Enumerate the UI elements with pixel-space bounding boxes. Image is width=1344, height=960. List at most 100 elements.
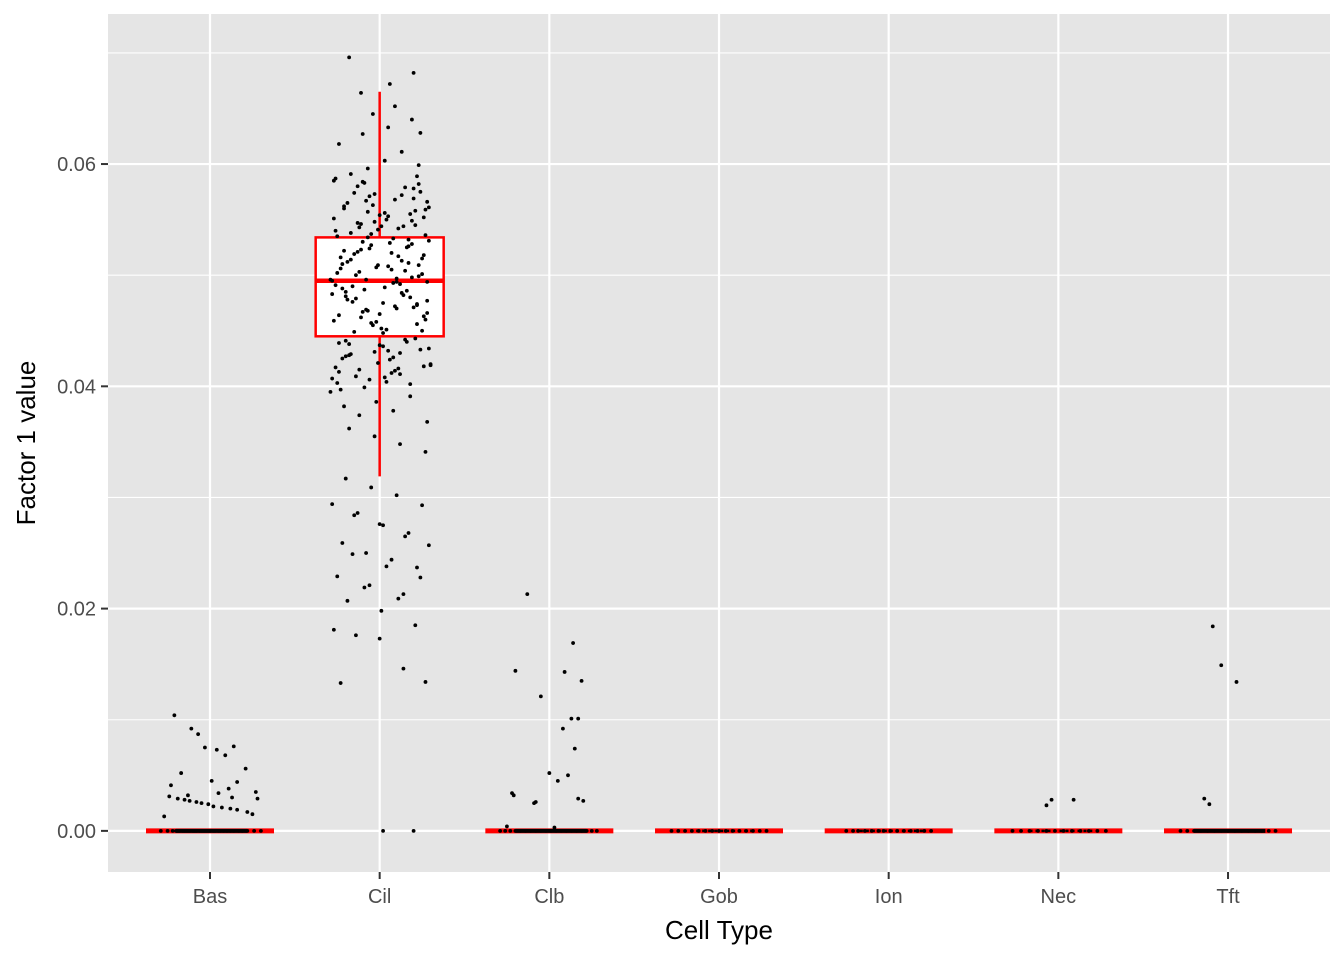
data-point <box>337 369 341 374</box>
y-tick-label: 0.06 <box>57 154 96 176</box>
data-point <box>415 565 419 570</box>
data-point <box>333 228 338 233</box>
data-point <box>223 753 228 758</box>
data-point <box>158 828 163 833</box>
data-point <box>348 231 353 235</box>
data-point <box>342 206 346 211</box>
data-point <box>347 426 352 431</box>
data-point <box>354 296 358 301</box>
data-point <box>415 322 419 326</box>
x-tick-label: Bas <box>193 886 227 908</box>
data-point <box>394 279 399 284</box>
data-point <box>360 239 365 244</box>
data-point <box>408 212 413 216</box>
data-point <box>418 131 423 135</box>
data-point <box>170 828 175 833</box>
data-point <box>206 802 211 807</box>
data-point <box>423 207 428 212</box>
data-point <box>710 828 715 833</box>
data-point <box>172 713 177 718</box>
data-point <box>420 328 424 333</box>
data-point <box>426 346 431 351</box>
data-point <box>381 301 385 305</box>
data-point <box>572 746 577 751</box>
data-point <box>259 828 263 833</box>
data-point <box>415 303 419 308</box>
data-point <box>384 217 389 222</box>
data-point <box>338 387 343 392</box>
data-point <box>398 372 402 376</box>
data-point <box>355 221 360 225</box>
data-point <box>369 243 374 248</box>
data-point <box>1178 828 1183 833</box>
data-point <box>335 381 340 385</box>
data-point <box>418 347 423 352</box>
data-point <box>416 274 421 279</box>
data-point <box>416 263 421 268</box>
data-point <box>372 219 377 224</box>
data-point <box>364 551 368 555</box>
data-point <box>338 266 343 271</box>
data-point <box>384 564 389 569</box>
data-point <box>401 666 406 671</box>
data-point <box>401 592 406 597</box>
data-point <box>393 304 397 309</box>
y-axis-ticks: 0.00 0.02 0.04 0.06 <box>57 154 108 843</box>
data-point <box>423 233 428 238</box>
data-point <box>367 246 372 251</box>
data-point <box>413 623 418 628</box>
data-point <box>179 771 184 775</box>
data-point <box>420 256 424 261</box>
y-tick-label: 0.00 <box>57 821 96 843</box>
data-point <box>359 247 363 252</box>
data-point <box>374 319 379 324</box>
data-point <box>1207 802 1212 807</box>
data-point <box>377 213 382 218</box>
x-axis-ticks: Bas Cil Clb Gob Ion Nec Tft <box>193 872 1240 908</box>
data-point <box>1202 796 1207 801</box>
data-point <box>398 351 402 355</box>
data-point <box>396 254 401 259</box>
data-point <box>757 828 762 833</box>
data-point <box>360 179 365 184</box>
data-point <box>416 182 421 186</box>
data-point <box>331 178 336 183</box>
data-point <box>386 214 391 219</box>
data-point <box>576 796 581 801</box>
data-point <box>352 252 357 256</box>
data-point <box>369 321 374 325</box>
data-point <box>406 237 411 242</box>
data-point <box>384 327 389 332</box>
data-point <box>410 275 414 280</box>
data-point <box>418 189 423 194</box>
data-point <box>253 790 258 794</box>
data-point <box>367 194 372 199</box>
data-point <box>922 828 927 833</box>
data-point <box>340 286 345 291</box>
data-point <box>379 326 384 331</box>
data-point <box>335 234 340 239</box>
data-point <box>403 185 408 190</box>
data-point <box>350 299 355 304</box>
data-point <box>328 389 333 394</box>
data-point <box>211 804 216 809</box>
data-point <box>370 203 375 208</box>
data-point <box>576 716 581 721</box>
data-point <box>555 778 560 783</box>
data-point <box>401 224 406 229</box>
data-point <box>1234 680 1239 684</box>
data-point <box>382 375 387 380</box>
data-point <box>355 184 360 189</box>
data-point <box>399 258 404 263</box>
data-point <box>196 732 201 737</box>
data-point <box>566 773 570 778</box>
data-point <box>420 503 424 508</box>
data-point <box>393 368 397 373</box>
data-point <box>359 315 363 320</box>
data-point <box>391 236 396 241</box>
data-point <box>929 828 933 833</box>
data-point <box>396 366 401 371</box>
data-point <box>683 828 687 833</box>
data-point <box>333 283 338 288</box>
data-point <box>403 337 408 342</box>
